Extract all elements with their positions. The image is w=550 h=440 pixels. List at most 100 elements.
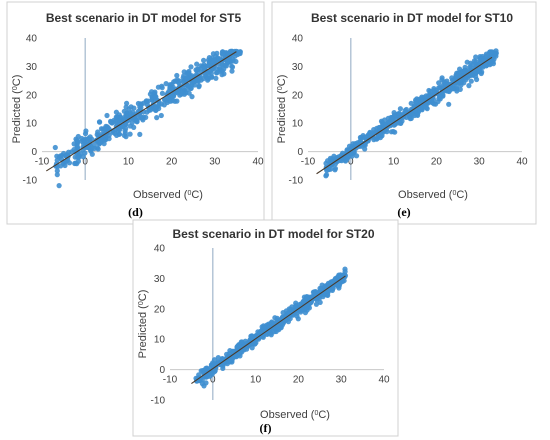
- scatter-point: [229, 48, 235, 54]
- scatter-point: [123, 104, 129, 110]
- scatter-point: [408, 100, 414, 106]
- scatter-point: [381, 127, 387, 133]
- scatter-point: [357, 134, 363, 141]
- x-tick-label: 40: [378, 375, 390, 386]
- scatter-point: [397, 120, 404, 126]
- scatter-point: [234, 344, 240, 350]
- chart-panel-2: Best scenario in DT model for ST10 -10 0 10…: [271, 1, 537, 225]
- scatter-point: [354, 153, 360, 159]
- scatter-point: [317, 285, 323, 291]
- scatter-point: [195, 78, 201, 84]
- scatter-point: [112, 130, 118, 136]
- scatter-point: [124, 110, 130, 116]
- scatter-point: [105, 125, 111, 131]
- scatter-point: [196, 83, 202, 89]
- scatter-point: [414, 111, 420, 118]
- scatter-point: [300, 299, 306, 305]
- scatter-point: [222, 63, 228, 69]
- scatter-point: [476, 67, 482, 73]
- scatter-point: [453, 84, 460, 90]
- scatter-point: [56, 154, 63, 160]
- x-axis-label: Observed (0C): [398, 189, 468, 201]
- scatter-point: [205, 57, 212, 63]
- scatter-point: [214, 50, 220, 56]
- scatter-point: [464, 59, 470, 65]
- scatter-point: [101, 141, 107, 147]
- scatter-point: [457, 77, 463, 83]
- scatter-point: [443, 82, 449, 88]
- scatter-point: [446, 88, 452, 95]
- scatter-point: [436, 80, 442, 86]
- scatter-point: [299, 307, 305, 313]
- scatter-point: [493, 51, 499, 57]
- scatter-point: [413, 99, 419, 105]
- scatter-point: [152, 89, 158, 95]
- scatter-point: [230, 58, 236, 64]
- scatter-point: [379, 119, 385, 125]
- x-tick-label: -10: [301, 157, 316, 168]
- scatter-point: [155, 84, 161, 90]
- scatter-point: [432, 101, 439, 107]
- scatter-point: [56, 183, 62, 189]
- scatter-point: [446, 101, 452, 107]
- scatter-point: [229, 64, 236, 70]
- scatter-point: [172, 78, 178, 84]
- x-axis-label: Observed (0C): [260, 409, 330, 421]
- scatter-point: [89, 145, 95, 151]
- x-tick-label: -10: [163, 375, 178, 386]
- y-tick-label: 30: [154, 274, 166, 285]
- y-tick-label: 10: [26, 119, 38, 130]
- scatter-point: [214, 69, 220, 76]
- scatter-point: [249, 345, 255, 351]
- x-tick-label: 0: [210, 375, 216, 386]
- x-tick-label: 10: [388, 157, 400, 168]
- y-tick-label: -10: [23, 176, 38, 187]
- scatter-point: [390, 128, 396, 135]
- scatter-point: [194, 61, 200, 67]
- scatter-point: [345, 149, 351, 155]
- scatter-point: [332, 167, 338, 173]
- scatter-point: [191, 79, 197, 85]
- scatter-point: [324, 285, 330, 291]
- y-tick-label: 10: [154, 335, 166, 346]
- y-axis-label: Predicted (0C): [276, 75, 288, 144]
- x-tick-label: 10: [123, 157, 135, 168]
- scatter-point: [188, 64, 194, 70]
- scatter-point: [141, 100, 147, 106]
- scatter-point: [75, 154, 81, 160]
- scatter-point: [200, 76, 206, 82]
- scatter-point: [295, 316, 301, 322]
- y-tick-label: 0: [159, 365, 165, 376]
- scatter-point: [268, 332, 274, 338]
- x-tick-label: 30: [209, 157, 221, 168]
- scatter-point: [101, 126, 107, 132]
- scatter-point: [194, 378, 200, 384]
- scatter-point: [391, 122, 397, 128]
- x-tick-label: 20: [293, 375, 305, 386]
- scatter-point: [229, 68, 235, 74]
- scatter-point: [154, 115, 160, 121]
- scatter-point: [376, 125, 382, 131]
- scatter-point: [138, 114, 144, 120]
- scatter-point: [341, 278, 347, 284]
- scatter-point: [462, 68, 468, 74]
- scatter-point: [96, 119, 103, 125]
- scatter-point: [121, 132, 127, 138]
- scatter-point: [466, 83, 472, 89]
- chart-panel-1: Best scenario in DT model for ST5-100102…: [6, 1, 265, 225]
- chart-title: Best scenario in DT model for ST10: [311, 11, 513, 25]
- x-tick-label: 0: [348, 157, 354, 168]
- scatter-point: [261, 324, 267, 330]
- scatter-point: [124, 100, 130, 106]
- scatter-point: [115, 126, 122, 132]
- y-tick-label: 40: [26, 34, 38, 45]
- scatter-point: [419, 102, 425, 108]
- scatter-point: [239, 339, 245, 345]
- scatter-point: [213, 75, 219, 81]
- scatter-point: [95, 146, 101, 152]
- scatter-point: [328, 166, 334, 172]
- y-tick-label: 30: [26, 62, 38, 73]
- scatter-point: [106, 136, 112, 142]
- scatter-point: [463, 77, 469, 83]
- scatter-point: [304, 301, 310, 308]
